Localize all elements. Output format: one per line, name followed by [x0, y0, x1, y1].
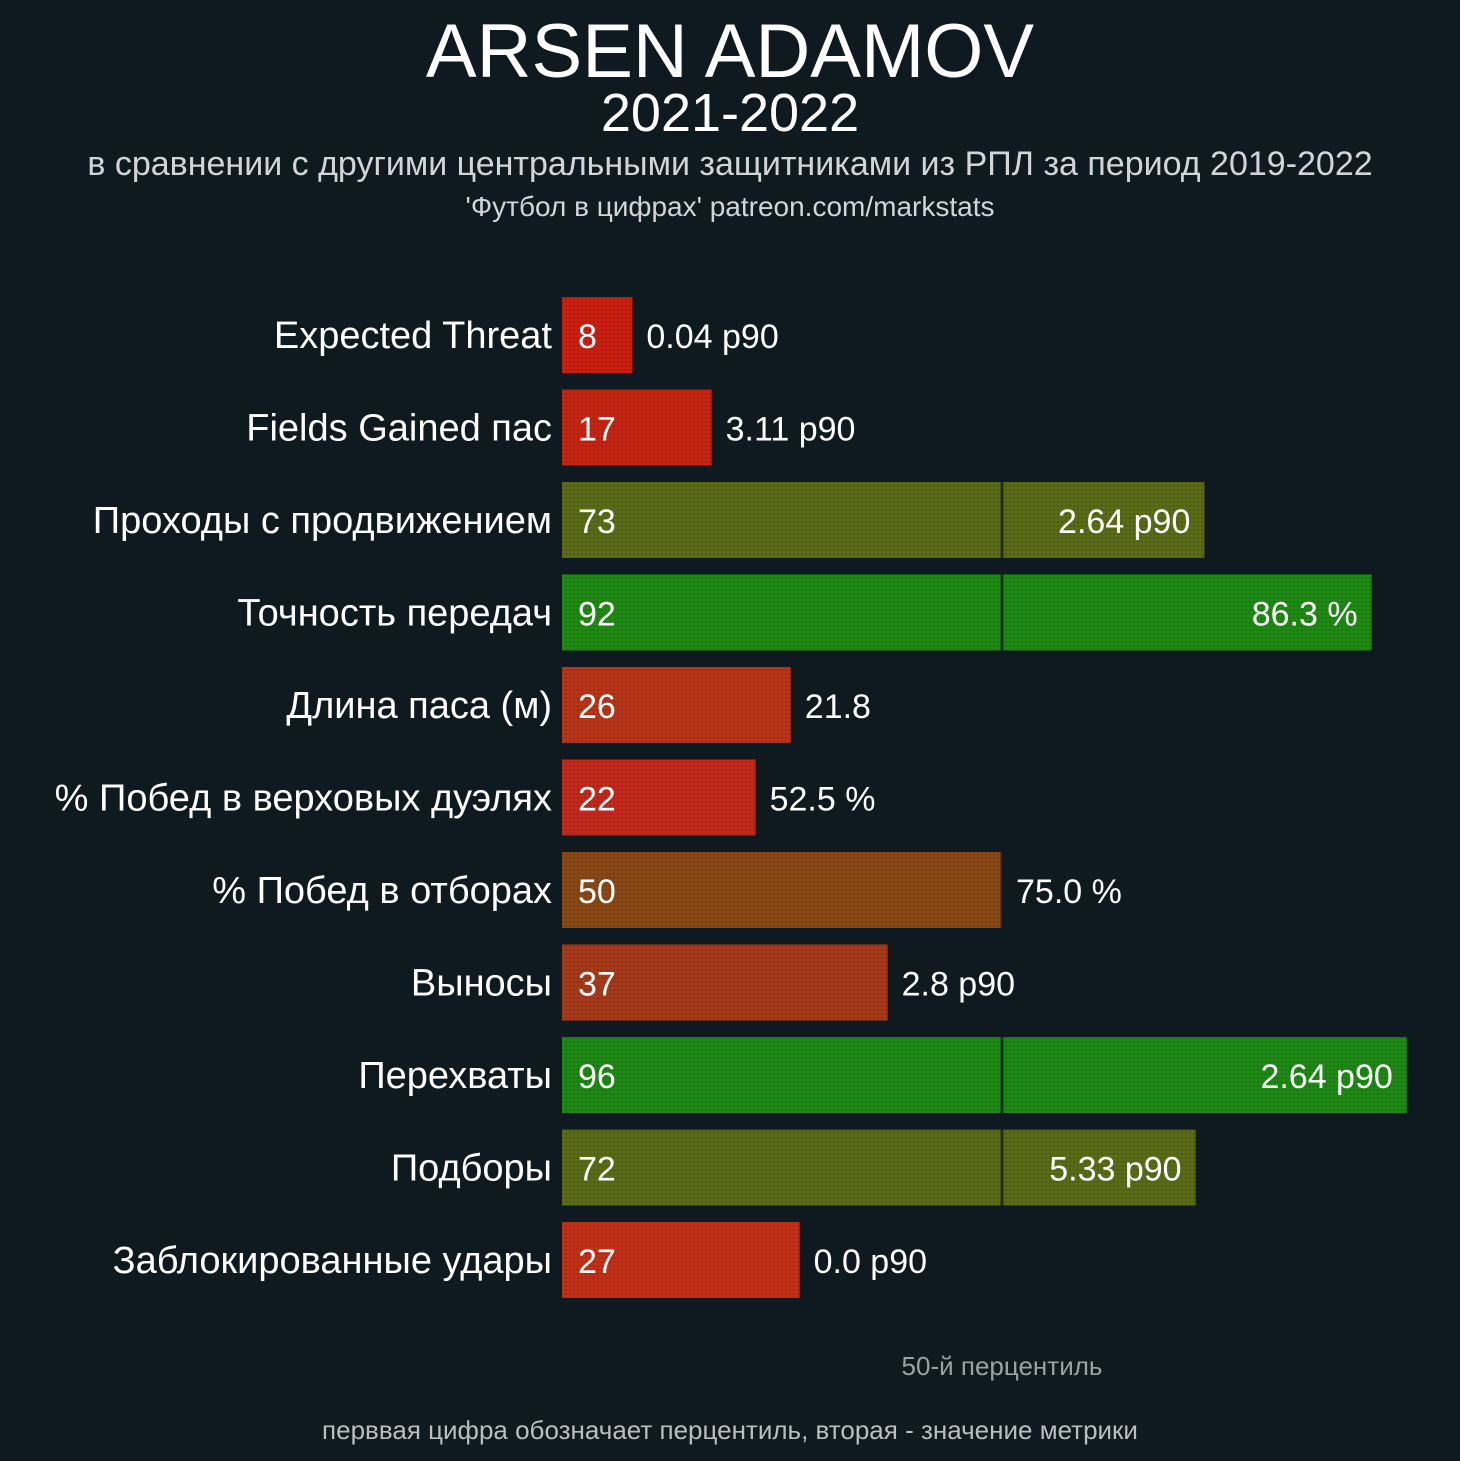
bar-3-texture — [562, 574, 1372, 651]
chart-title: ARSEN ADAMOV — [425, 9, 1035, 94]
category-label: Заблокированные удары — [113, 1240, 552, 1282]
category-label: Выносы — [411, 963, 552, 1005]
category-label: Подборы — [391, 1148, 552, 1190]
bar-8-texture — [562, 1037, 1407, 1113]
category-label: Проходы с продвижением — [93, 500, 552, 542]
bar-7-texture — [562, 944, 888, 1021]
chart-subtitle: в сравнении с другими центральными защит… — [87, 145, 1373, 183]
value-label: 2.64 p90 — [1058, 503, 1190, 541]
category-label: Expected Threat — [274, 315, 553, 357]
percentile-label: 96 — [578, 1058, 616, 1096]
bar-5-texture — [562, 759, 756, 836]
value-label: 5.33 p90 — [1049, 1151, 1181, 1189]
value-label: 0.0 p90 — [814, 1243, 927, 1281]
percentile-label: 73 — [578, 503, 616, 541]
reference-line-label: 50-й перцентиль — [901, 1351, 1103, 1381]
value-label: 75.0 % — [1016, 873, 1122, 911]
percentile-label: 92 — [578, 596, 616, 634]
labels-layer: Expected Threat 8 0.04 p90 Fields Gained па… — [55, 315, 1393, 1282]
bar-2-texture — [562, 482, 1205, 558]
value-label: 3.11 p90 — [726, 411, 856, 449]
chart-note: перввая цифра обозначает перцентиль, вто… — [322, 1415, 1138, 1445]
percentile-label: 26 — [578, 688, 616, 726]
value-label: 86.3 % — [1252, 596, 1358, 634]
value-label: 2.64 p90 — [1260, 1058, 1392, 1096]
value-label: 0.04 p90 — [646, 318, 778, 356]
percentile-label: 72 — [578, 1151, 616, 1189]
category-label: % Побед в отборах — [212, 870, 552, 912]
bar-0-texture — [562, 297, 633, 373]
category-label: Точность передач — [237, 593, 552, 635]
value-label: 52.5 % — [770, 781, 876, 819]
value-label: 2.8 p90 — [902, 966, 1015, 1004]
percentile-label: 37 — [578, 966, 616, 1004]
category-label: % Побед в верховых дуэлях — [55, 778, 552, 820]
category-label: Перехваты — [358, 1055, 552, 1097]
category-label: Длина паса (м) — [286, 685, 552, 727]
bars-layer — [562, 297, 1407, 1298]
bar-6-texture — [562, 852, 1002, 928]
category-label: Fields Gained пас — [246, 408, 552, 450]
percentile-label: 17 — [578, 411, 616, 449]
chart-season: 2021-2022 — [600, 83, 860, 143]
percentile-label: 50 — [578, 873, 616, 911]
percentile-label: 8 — [578, 318, 597, 356]
bar-1-texture — [562, 389, 712, 466]
bar-4-texture — [562, 667, 791, 743]
percentile-label: 27 — [578, 1243, 616, 1281]
value-label: 21.8 — [805, 688, 871, 726]
chart-credit: 'Футбол в цифрах' patreon.com/markstats — [465, 191, 995, 222]
bar-10-texture — [562, 1222, 800, 1298]
bar-9-texture — [562, 1129, 1196, 1206]
percentile-label: 22 — [578, 781, 616, 819]
